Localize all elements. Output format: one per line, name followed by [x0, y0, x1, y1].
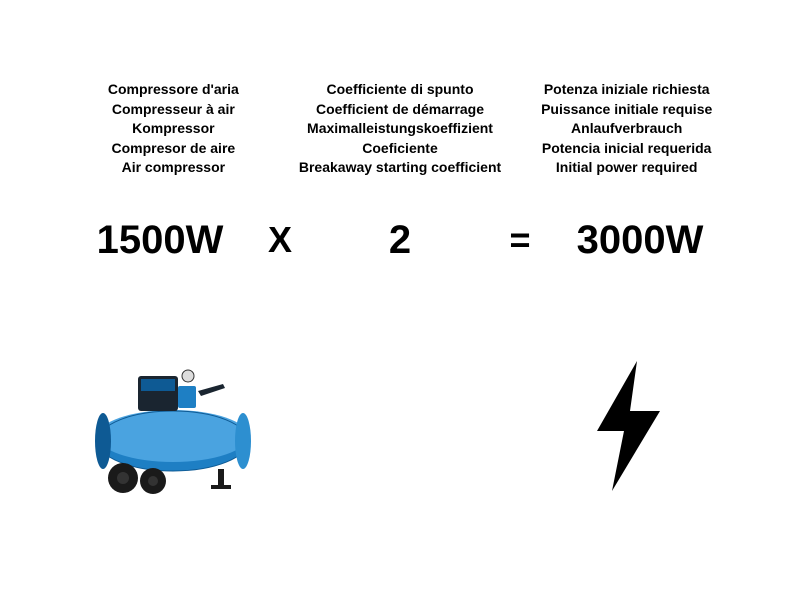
label-col-compressor: Compressore d'aria Compresseur à air Kom… — [60, 80, 287, 178]
equation-row: 1500W X 2 = 3000W — [60, 218, 740, 263]
label: Coefficiente di spunto — [287, 80, 514, 100]
label-col-power: Potenza iniziale richiesta Puissance ini… — [513, 80, 740, 178]
label-col-coefficient: Coefficiente di spunto Coefficient de dé… — [287, 80, 514, 178]
labels-row: Compressore d'aria Compresseur à air Kom… — [60, 80, 740, 178]
label: Compressore d'aria — [60, 80, 287, 100]
label: Breakaway starting coefficient — [287, 158, 514, 178]
equation-right: 3000W — [540, 218, 740, 263]
equation-equals: = — [500, 219, 540, 261]
label: Coeficiente — [287, 139, 514, 159]
lightning-bolt-icon — [582, 356, 672, 496]
label: Coefficient de démarrage — [287, 100, 514, 120]
equation-multiply: X — [260, 219, 300, 261]
label: Compresor de aire — [60, 139, 287, 159]
label: Air compressor — [60, 158, 287, 178]
label: Potencia inicial requerida — [513, 139, 740, 159]
label: Initial power required — [513, 158, 740, 178]
infographic-container: Compressore d'aria Compresseur à air Kom… — [0, 0, 800, 600]
compressor-icon — [83, 356, 263, 496]
label: Potenza iniziale richiesta — [513, 80, 740, 100]
equation-mid: 2 — [300, 218, 500, 263]
label: Kompressor — [60, 119, 287, 139]
label: Maximalleistungskoeffizient — [287, 119, 514, 139]
compressor-image-col — [60, 356, 287, 496]
label: Anlaufverbrauch — [513, 119, 740, 139]
bolt-image-col — [513, 356, 740, 496]
label: Compresseur à air — [60, 100, 287, 120]
equation-left: 1500W — [60, 218, 260, 263]
images-row — [60, 293, 740, 560]
label: Puissance initiale requise — [513, 100, 740, 120]
